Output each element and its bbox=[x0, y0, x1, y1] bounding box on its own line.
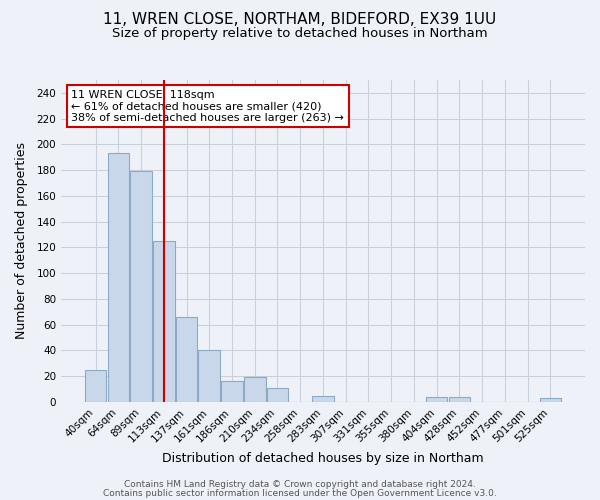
Text: Contains HM Land Registry data © Crown copyright and database right 2024.: Contains HM Land Registry data © Crown c… bbox=[124, 480, 476, 489]
Text: Contains public sector information licensed under the Open Government Licence v3: Contains public sector information licen… bbox=[103, 488, 497, 498]
Bar bbox=[539, 398, 561, 402]
Bar bbox=[153, 241, 175, 402]
Bar bbox=[85, 370, 106, 402]
Y-axis label: Number of detached properties: Number of detached properties bbox=[15, 142, 28, 340]
Text: 11 WREN CLOSE: 118sqm
← 61% of detached houses are smaller (420)
38% of semi-det: 11 WREN CLOSE: 118sqm ← 61% of detached … bbox=[71, 90, 344, 123]
Bar bbox=[199, 350, 220, 402]
Bar bbox=[426, 397, 448, 402]
Bar bbox=[449, 397, 470, 402]
X-axis label: Distribution of detached houses by size in Northam: Distribution of detached houses by size … bbox=[162, 452, 484, 465]
Bar bbox=[266, 388, 288, 402]
Bar bbox=[176, 317, 197, 402]
Bar bbox=[244, 378, 266, 402]
Text: Size of property relative to detached houses in Northam: Size of property relative to detached ho… bbox=[112, 28, 488, 40]
Bar bbox=[221, 382, 243, 402]
Bar bbox=[107, 154, 129, 402]
Text: 11, WREN CLOSE, NORTHAM, BIDEFORD, EX39 1UU: 11, WREN CLOSE, NORTHAM, BIDEFORD, EX39 … bbox=[103, 12, 497, 28]
Bar bbox=[130, 172, 152, 402]
Bar bbox=[312, 396, 334, 402]
